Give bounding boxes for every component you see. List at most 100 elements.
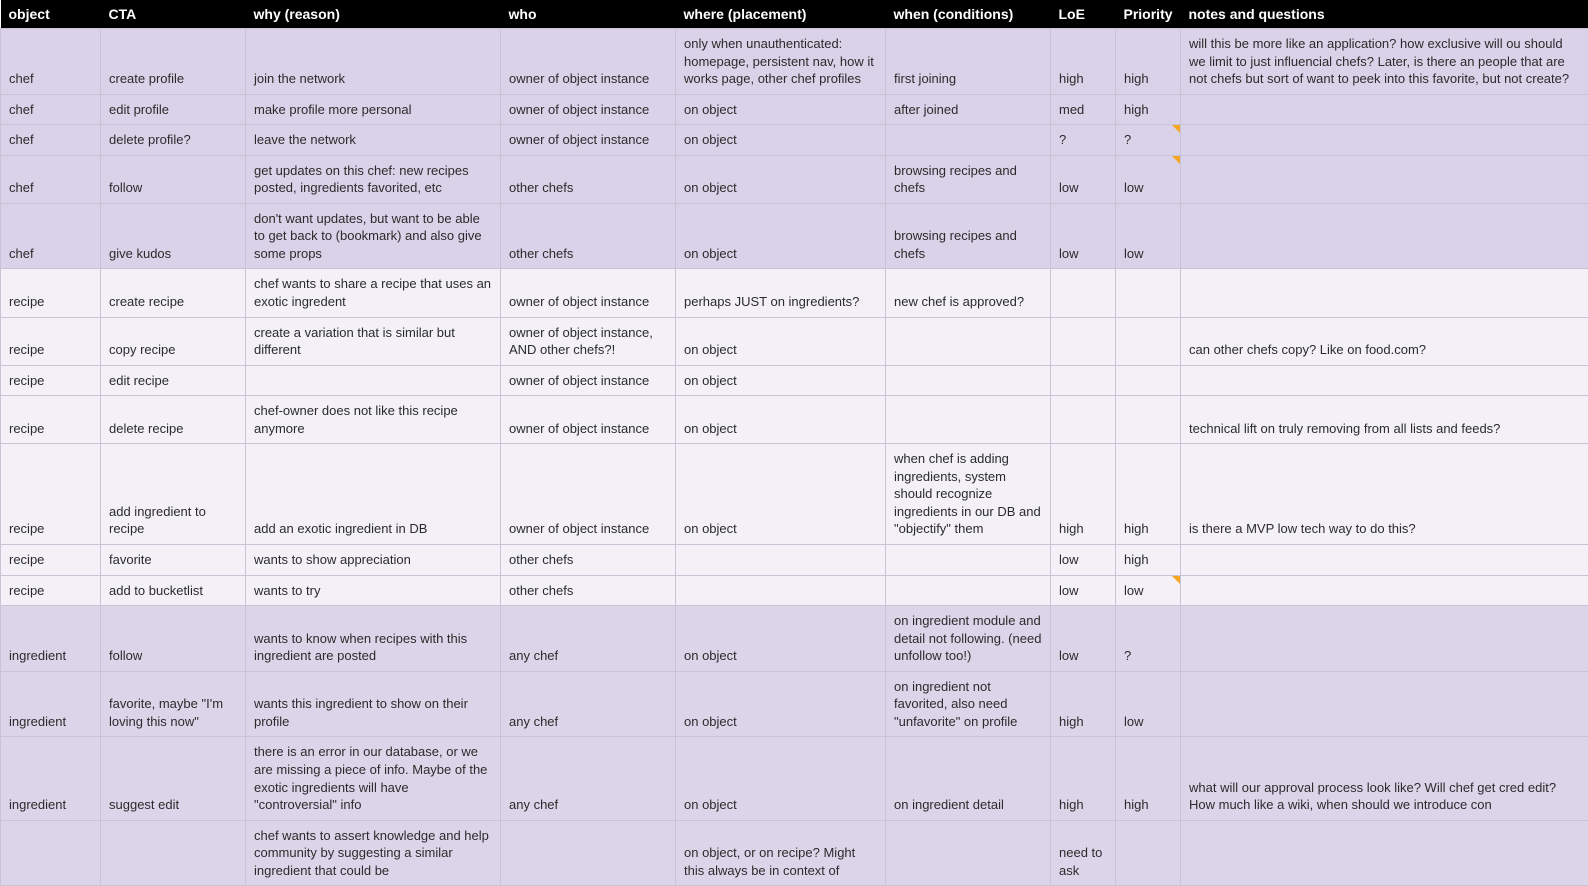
cell-why[interactable]: chef wants to assert knowledge and help … — [246, 820, 501, 886]
cell-why[interactable]: wants to show appreciation — [246, 545, 501, 576]
cell-object[interactable]: ingredient — [1, 737, 101, 820]
cell-when[interactable] — [886, 365, 1051, 396]
cell-loe[interactable]: med — [1051, 94, 1116, 125]
cell-priority[interactable] — [1116, 365, 1181, 396]
cell-why[interactable]: make profile more personal — [246, 94, 501, 125]
cell-object[interactable]: chef — [1, 94, 101, 125]
cell-when[interactable] — [886, 575, 1051, 606]
cell-loe[interactable]: high — [1051, 671, 1116, 737]
cell-why[interactable]: create a variation that is similar but d… — [246, 317, 501, 365]
cell-where[interactable]: on object — [676, 94, 886, 125]
cell-cta[interactable]: follow — [101, 155, 246, 203]
cell-object[interactable]: recipe — [1, 365, 101, 396]
cell-object[interactable]: chef — [1, 155, 101, 203]
cell-notes[interactable] — [1181, 606, 1588, 672]
cell-who[interactable]: owner of object instance — [501, 444, 676, 545]
cell-why[interactable]: add an exotic ingredient in DB — [246, 444, 501, 545]
cell-priority[interactable]: high — [1116, 94, 1181, 125]
cell-cta[interactable] — [101, 820, 246, 886]
cell-loe[interactable]: low — [1051, 575, 1116, 606]
cell-when[interactable]: on ingredient detail — [886, 737, 1051, 820]
cell-object[interactable]: recipe — [1, 317, 101, 365]
cell-object[interactable]: chef — [1, 203, 101, 269]
cell-loe[interactable]: high — [1051, 444, 1116, 545]
cell-where[interactable] — [676, 545, 886, 576]
cell-where[interactable]: on object, or on recipe? Might this alwa… — [676, 820, 886, 886]
cell-loe[interactable]: low — [1051, 606, 1116, 672]
cell-notes[interactable]: what will our approval process look like… — [1181, 737, 1588, 820]
cell-cta[interactable]: favorite — [101, 545, 246, 576]
cta-spreadsheet[interactable]: objectCTAwhy (reason)whowhere (placement… — [0, 0, 1588, 886]
cell-priority[interactable]: high — [1116, 545, 1181, 576]
cell-cta[interactable]: edit profile — [101, 94, 246, 125]
cell-object[interactable]: recipe — [1, 269, 101, 317]
cell-object[interactable]: chef — [1, 29, 101, 95]
cell-cta[interactable]: suggest edit — [101, 737, 246, 820]
cell-notes[interactable] — [1181, 671, 1588, 737]
cell-where[interactable]: on object — [676, 203, 886, 269]
cell-when[interactable]: on ingredient not favorited, also need "… — [886, 671, 1051, 737]
cell-cta[interactable]: follow — [101, 606, 246, 672]
cell-cta[interactable]: delete recipe — [101, 396, 246, 444]
cell-priority[interactable]: low — [1116, 155, 1181, 203]
cell-object[interactable] — [1, 820, 101, 886]
cell-loe[interactable]: low — [1051, 203, 1116, 269]
cell-when[interactable] — [886, 545, 1051, 576]
cell-where[interactable]: on object — [676, 737, 886, 820]
cell-when[interactable]: when chef is adding ingredients, system … — [886, 444, 1051, 545]
cell-cta[interactable]: copy recipe — [101, 317, 246, 365]
cell-priority[interactable] — [1116, 269, 1181, 317]
cell-where[interactable]: on object — [676, 444, 886, 545]
cell-notes[interactable] — [1181, 125, 1588, 156]
cell-priority[interactable]: low — [1116, 671, 1181, 737]
cell-who[interactable]: owner of object instance — [501, 396, 676, 444]
header-notes[interactable]: notes and questions — [1181, 0, 1588, 29]
cell-where[interactable]: perhaps JUST on ingredients? — [676, 269, 886, 317]
cell-who[interactable] — [501, 820, 676, 886]
cell-who[interactable]: other chefs — [501, 545, 676, 576]
cell-where[interactable]: on object — [676, 317, 886, 365]
cell-priority[interactable]: high — [1116, 444, 1181, 545]
cell-where[interactable]: on object — [676, 125, 886, 156]
cell-when[interactable]: after joined — [886, 94, 1051, 125]
cell-where[interactable]: on object — [676, 365, 886, 396]
cell-when[interactable] — [886, 317, 1051, 365]
cell-who[interactable]: other chefs — [501, 575, 676, 606]
cell-who[interactable]: other chefs — [501, 155, 676, 203]
cell-when[interactable]: browsing recipes and chefs — [886, 203, 1051, 269]
cell-why[interactable]: chef-owner does not like this recipe any… — [246, 396, 501, 444]
cell-why[interactable]: wants this ingredient to show on their p… — [246, 671, 501, 737]
cell-notes[interactable] — [1181, 545, 1588, 576]
cell-who[interactable]: owner of object instance — [501, 365, 676, 396]
cell-where[interactable]: on object — [676, 155, 886, 203]
cell-priority[interactable]: low — [1116, 575, 1181, 606]
cell-loe[interactable]: low — [1051, 155, 1116, 203]
cell-where[interactable]: only when unauthenticated: homepage, per… — [676, 29, 886, 95]
cell-when[interactable] — [886, 820, 1051, 886]
cell-cta[interactable]: edit recipe — [101, 365, 246, 396]
cell-object[interactable]: ingredient — [1, 606, 101, 672]
header-when[interactable]: when (conditions) — [886, 0, 1051, 29]
cell-why[interactable]: join the network — [246, 29, 501, 95]
cell-who[interactable]: owner of object instance — [501, 125, 676, 156]
cell-priority[interactable]: low — [1116, 203, 1181, 269]
cell-object[interactable]: recipe — [1, 444, 101, 545]
cell-why[interactable]: wants to know when recipes with this ing… — [246, 606, 501, 672]
cell-where[interactable] — [676, 575, 886, 606]
cell-why[interactable]: there is an error in our database, or we… — [246, 737, 501, 820]
cell-who[interactable]: owner of object instance, AND other chef… — [501, 317, 676, 365]
cell-object[interactable]: recipe — [1, 396, 101, 444]
cell-why[interactable]: get updates on this chef: new recipes po… — [246, 155, 501, 203]
cell-why[interactable]: wants to try — [246, 575, 501, 606]
cell-loe[interactable]: high — [1051, 737, 1116, 820]
cell-cta[interactable]: create profile — [101, 29, 246, 95]
cell-loe[interactable]: high — [1051, 29, 1116, 95]
cell-loe[interactable] — [1051, 269, 1116, 317]
cell-who[interactable]: owner of object instance — [501, 269, 676, 317]
cell-loe[interactable]: ? — [1051, 125, 1116, 156]
cell-where[interactable]: on object — [676, 671, 886, 737]
cell-when[interactable]: new chef is approved? — [886, 269, 1051, 317]
cell-why[interactable] — [246, 365, 501, 396]
cell-loe[interactable]: need to ask — [1051, 820, 1116, 886]
cell-loe[interactable] — [1051, 396, 1116, 444]
